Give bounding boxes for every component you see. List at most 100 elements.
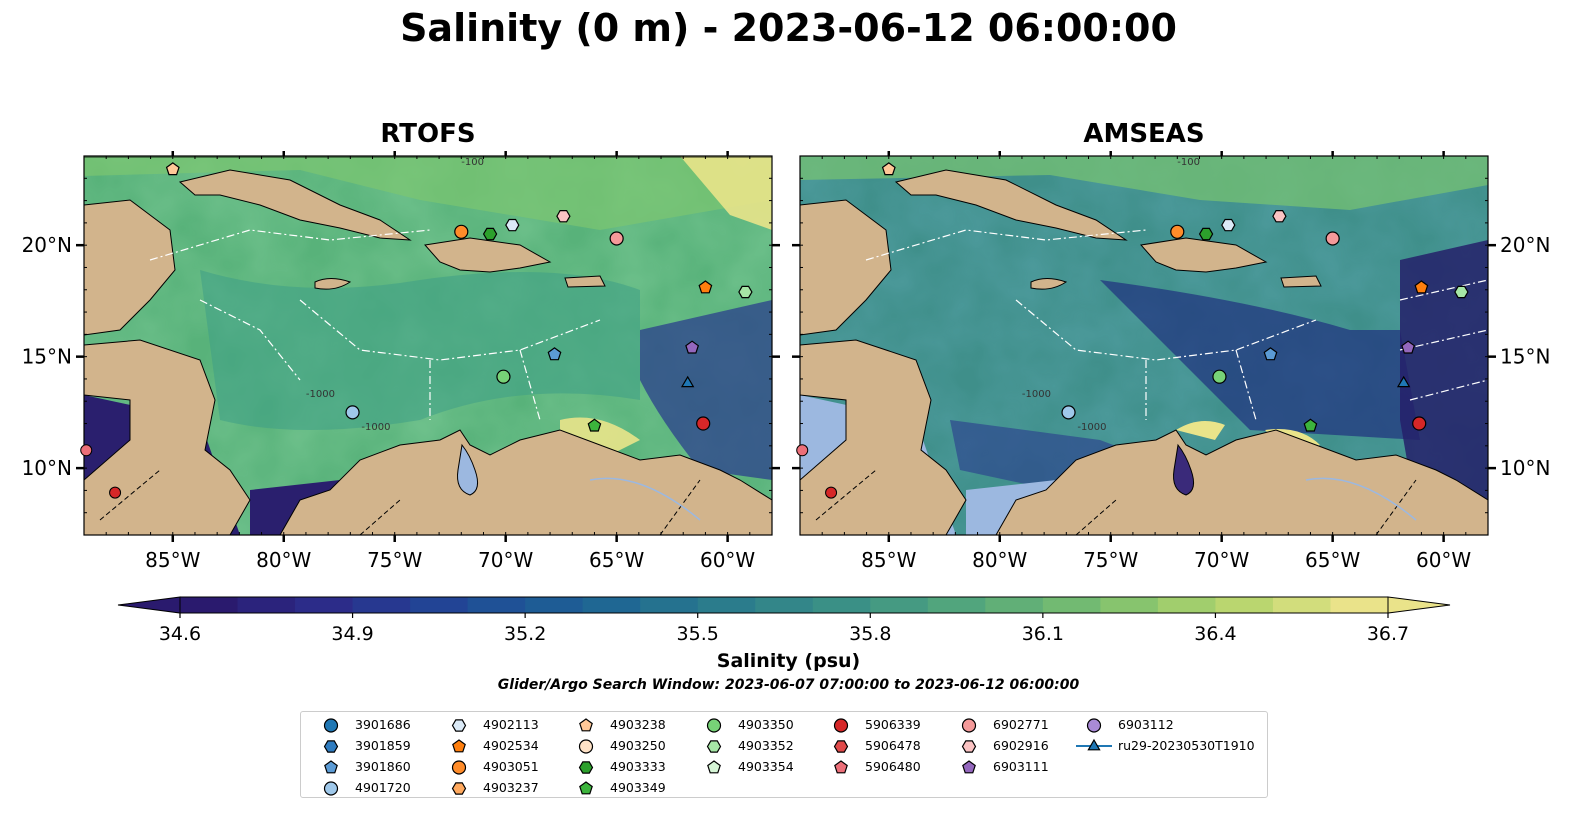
y-tick-label: 10°N: [22, 456, 72, 480]
legend-marker-icon: [962, 760, 976, 774]
colorbar-tick-label: 34.9: [331, 623, 373, 645]
legend-item: 4903350: [694, 716, 844, 734]
y-tick-label: 20°N: [22, 233, 72, 257]
colorbar-bin: [180, 597, 239, 613]
legend-marker: [579, 718, 593, 732]
legend-item: 5906480: [821, 758, 971, 776]
legend-label: 6902771: [993, 717, 1049, 732]
legend-marker: [324, 760, 338, 774]
colorbar-bin: [1330, 597, 1389, 613]
legend-label: 4903354: [738, 759, 794, 774]
colorbar-tick-label: 35.8: [849, 623, 891, 645]
colorbar-bin: [525, 597, 584, 613]
panel-title-rtofs: RTOFS: [380, 119, 476, 149]
legend-label: 5906480: [865, 759, 921, 774]
x-tick-label: 85°W: [145, 548, 200, 572]
obs-marker-4903051: [1170, 224, 1185, 239]
colorbar-bin: [1272, 597, 1331, 613]
hispaniola-land: [424, 237, 552, 273]
legend-marker: [833, 718, 849, 733]
panel-title-amseas: AMSEAS: [1083, 119, 1205, 149]
legend-label: 4902534: [483, 738, 539, 753]
legend-item: 5906478: [821, 737, 971, 755]
legend-label: 4903051: [483, 759, 539, 774]
lake-maracaibo: [1173, 443, 1195, 496]
obs-marker-4903349: [587, 418, 602, 432]
legend-label: 5906478: [865, 738, 921, 753]
legend-marker-icon: [1086, 718, 1102, 733]
legend-marker: [707, 760, 721, 774]
legend-label: 6903112: [1118, 717, 1174, 732]
legend-item: 4903237: [439, 779, 589, 797]
obs-marker-5906339: [1412, 416, 1427, 431]
y-tick-label: 10°N: [1500, 456, 1550, 480]
x-tick-label: 70°W: [478, 548, 533, 572]
obs-marker-4902113: [505, 218, 520, 232]
legend-label: 4903238: [610, 717, 666, 732]
river: [589, 477, 701, 521]
search-window-note: Glider/Argo Search Window: 2023-06-07 07…: [497, 677, 1080, 693]
yucatan-land: [84, 199, 176, 336]
puerto-rico-land: [564, 275, 606, 288]
legend-label: 4903333: [610, 759, 666, 774]
legend-label: 6903111: [993, 759, 1049, 774]
legend-item: 5906339: [821, 716, 971, 734]
obs-marker-4902113: [1221, 218, 1236, 232]
obs-marker-4903350: [1212, 369, 1227, 384]
legend: 3901686 3901859 3901860 4901720 4902113 49025…: [300, 711, 1268, 798]
amseas-axes-frame: [799, 155, 1489, 536]
obs-marker-4903352: [1454, 285, 1469, 299]
colorbar-bin: [640, 597, 699, 613]
x-tick-label: 80°W: [256, 548, 311, 572]
lake-maracaibo: [457, 443, 479, 496]
obs-marker-6902771: [1325, 231, 1340, 246]
obs-marker-extra: [80, 444, 93, 457]
legend-label: 3901860: [355, 759, 411, 774]
legend-marker: [452, 739, 466, 753]
legend-marker-icon: [451, 760, 467, 775]
legend-item: 4903352: [694, 737, 844, 755]
legend-marker: [961, 718, 977, 733]
obs-marker-ru29-20230530T1910: [1396, 375, 1411, 388]
legend-marker-icon: [961, 740, 977, 753]
central-america-land: [84, 339, 251, 535]
obs-marker-5906339: [696, 416, 711, 431]
colorbar-bin: [755, 597, 814, 613]
colorbar-bin: [985, 597, 1044, 613]
river: [1305, 477, 1417, 521]
obs-marker-6902771: [609, 231, 624, 246]
x-tick-label: 75°W: [1083, 548, 1138, 572]
obs-marker-ru29-20230530T1910: [680, 375, 695, 388]
atlantic-band: [800, 156, 1488, 210]
x-tick-label: 65°W: [1305, 548, 1360, 572]
legend-marker: [323, 740, 339, 753]
south-america-land: [279, 429, 772, 535]
legend-label: 4903349: [610, 780, 666, 795]
legend-marker: [579, 781, 593, 795]
obs-marker-4903352: [738, 285, 753, 299]
x-tick-label: 80°W: [972, 548, 1027, 572]
puerto-rico-land: [1280, 275, 1322, 288]
legend-marker-icon: [323, 740, 339, 753]
contour-label: -1000: [306, 389, 335, 400]
cuba-land: [178, 169, 412, 241]
obs-marker-extra: [825, 486, 838, 499]
legend-marker-icon: [834, 760, 848, 774]
legend-marker: [961, 740, 977, 753]
colorbar-bin: [410, 597, 469, 613]
legend-label: 4903350: [738, 717, 794, 732]
colorbar-bin: [237, 597, 296, 613]
amseas-map: [800, 156, 1488, 535]
legend-label: 3901859: [355, 738, 411, 753]
colorbar-bin: [1157, 597, 1216, 613]
obs-marker-4903333: [1198, 227, 1214, 241]
legend-item: 4903333: [566, 758, 716, 776]
legend-item: 4902113: [439, 716, 589, 734]
obs-marker-4903051: [454, 224, 469, 239]
legend-marker: [834, 760, 848, 774]
obs-marker-4903238: [881, 162, 896, 176]
legend-label: 4903250: [610, 738, 666, 753]
colorbar: 34.6 34.9 35.2 35.5 35.8 36.1 36.4 36.7: [117, 596, 1451, 645]
obs-marker-4902534: [1414, 280, 1429, 294]
legend-marker-icon: [451, 719, 467, 732]
